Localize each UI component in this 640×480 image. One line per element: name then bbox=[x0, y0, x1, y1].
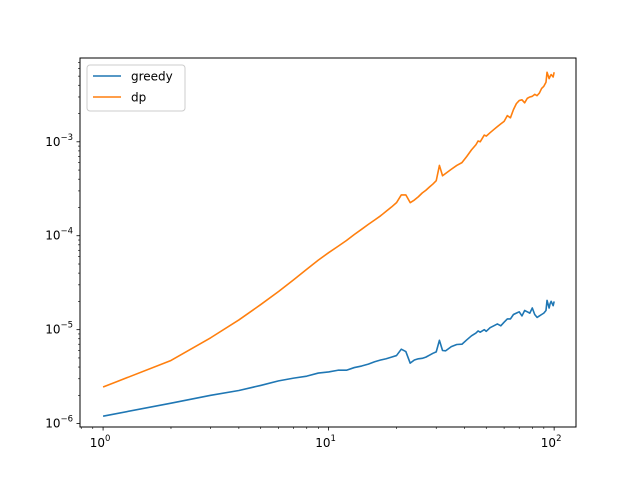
y-tick-label: 10−5 bbox=[45, 321, 73, 337]
y-tick-label: 10−3 bbox=[45, 133, 73, 149]
legend-label-dp: dp bbox=[131, 91, 146, 105]
x-tick-label: 102 bbox=[541, 434, 562, 450]
x-tick-label: 101 bbox=[315, 434, 336, 450]
y-tick-label: 10−4 bbox=[45, 227, 73, 243]
y-axis: 10−6 10−5 10−4 10−3 bbox=[45, 62, 80, 431]
series-layer bbox=[102, 71, 555, 417]
series-line-dp bbox=[102, 71, 555, 388]
legend-label-greedy: greedy bbox=[131, 70, 173, 84]
x-axis: 100 101 102 bbox=[80, 427, 562, 450]
axes-frame bbox=[79, 57, 577, 428]
legend: greedy dp bbox=[86, 64, 186, 112]
series-line-greedy bbox=[102, 299, 555, 417]
y-tick-label: 10−6 bbox=[45, 415, 73, 431]
x-tick-label: 100 bbox=[90, 434, 111, 450]
